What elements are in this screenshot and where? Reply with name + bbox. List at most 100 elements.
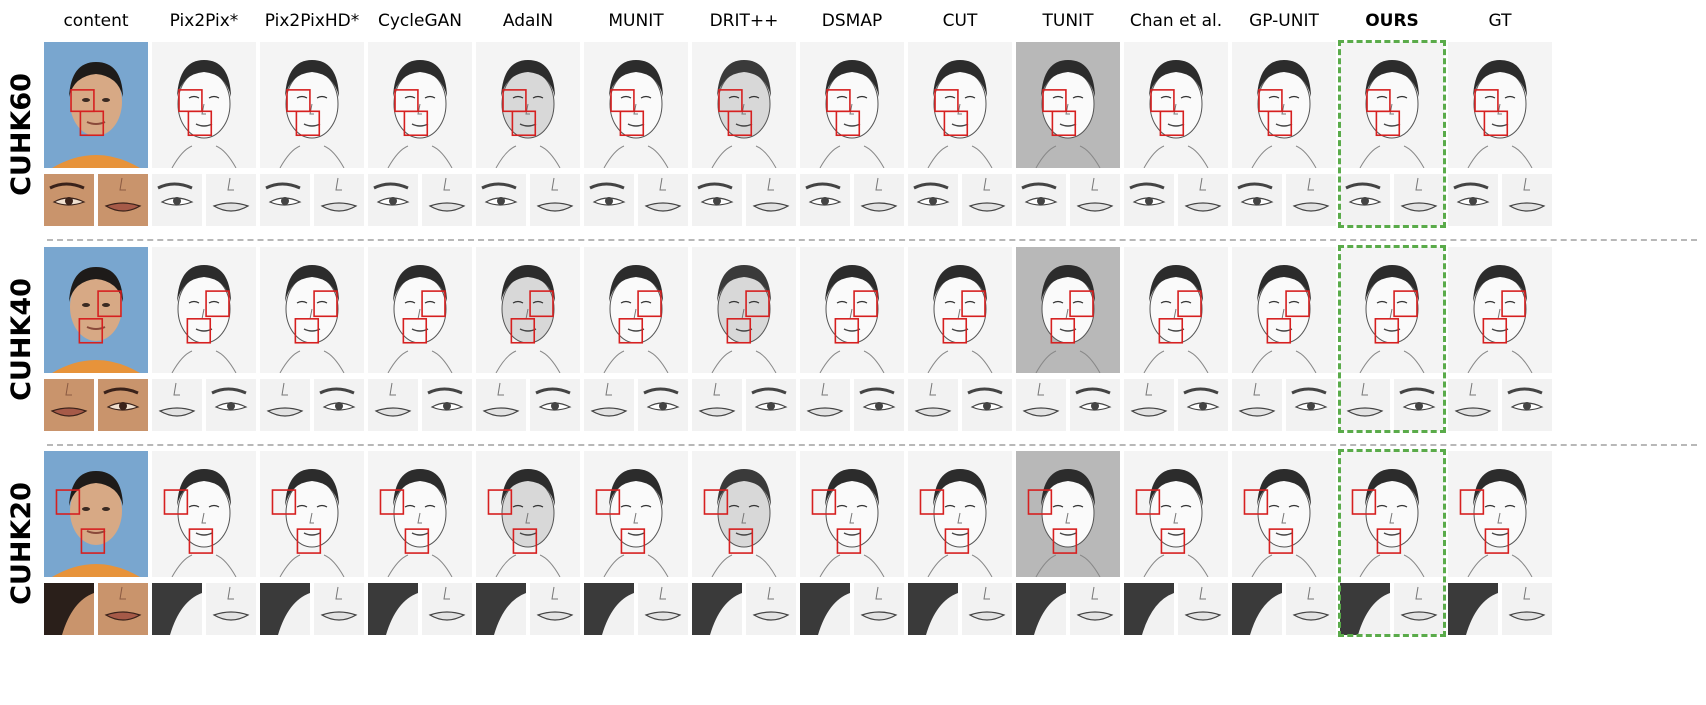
- highlight-box: [1052, 528, 1078, 554]
- highlight-box: [79, 110, 105, 137]
- mouth-zoom: [692, 379, 742, 431]
- zoom-crop-mouth: [1286, 583, 1336, 635]
- eye-zoom: [152, 174, 202, 226]
- column-header-ours: OURS: [1365, 11, 1419, 31]
- zoom-crop-mouth: [422, 583, 472, 635]
- zoom-crop-eye: [44, 174, 94, 226]
- eye-zoom: [1286, 379, 1336, 431]
- eye-zoom: [1394, 379, 1444, 431]
- zoom-crop-mouth: [314, 583, 364, 635]
- highlight-box: [1501, 290, 1526, 318]
- zoom-crop-mouth: [638, 583, 688, 635]
- sketch-image: [152, 247, 256, 373]
- highlight-box: [703, 489, 729, 515]
- zoom-crop-eye: [98, 379, 148, 431]
- highlight-box: [1069, 290, 1094, 318]
- mouth-zoom: [638, 174, 688, 226]
- hair-zoom: [800, 583, 850, 635]
- highlight-box: [1268, 528, 1294, 554]
- highlight-box: [1051, 110, 1077, 137]
- mouth-zoom: [1502, 174, 1552, 226]
- zoom-crop-eye: [1502, 379, 1552, 431]
- mouth-zoom: [1286, 174, 1336, 226]
- mouth-zoom: [800, 379, 850, 431]
- result-ours: [1340, 42, 1444, 168]
- zoom-crop-hair: [800, 583, 850, 635]
- zoom-crop-mouth: [476, 379, 526, 431]
- zoom-crop-eye: [530, 379, 580, 431]
- zoom-crop-mouth: [530, 583, 580, 635]
- sketch-image: [152, 451, 256, 577]
- sketch-image: [692, 451, 796, 577]
- result-pix2pix: [152, 42, 256, 168]
- result-gp-unit: [1232, 247, 1336, 373]
- mouth-zoom: [260, 379, 310, 431]
- zoom-crop-mouth: [1394, 583, 1444, 635]
- highlight-box: [271, 489, 297, 515]
- zoom-crop-eye: [1124, 174, 1174, 226]
- content-photo: [44, 42, 148, 168]
- zoom-crop-eye: [368, 174, 418, 226]
- result-pix2pix: [152, 451, 256, 577]
- highlight-box: [313, 290, 338, 318]
- hair-zoom: [1232, 583, 1282, 635]
- column-header-gt: GT: [1488, 11, 1512, 31]
- highlight-box: [186, 318, 212, 344]
- result-gt: [1448, 42, 1552, 168]
- hair-zoom: [1016, 583, 1066, 635]
- highlight-box: [1158, 318, 1184, 344]
- highlight-box: [205, 290, 230, 318]
- highlight-box: [726, 318, 752, 344]
- sketch-image: [1340, 42, 1444, 168]
- sketch-image: [1448, 451, 1552, 577]
- highlight-box: [745, 290, 770, 318]
- eye-zoom: [1016, 174, 1066, 226]
- eye-zoom: [422, 379, 472, 431]
- portrait-photo: [44, 42, 148, 168]
- column-header-cyclegan: CycleGAN: [378, 11, 462, 31]
- zoom-crop-hair: [692, 583, 742, 635]
- zoom-crop-mouth: [692, 379, 742, 431]
- zoom-crop-mouth: [1340, 379, 1390, 431]
- eye-zoom: [98, 379, 148, 431]
- zoom-crop-mouth: [1502, 174, 1552, 226]
- sketch-image: [908, 451, 1012, 577]
- mouth-zoom: [746, 174, 796, 226]
- hair-zoom: [476, 583, 526, 635]
- highlight-box: [1160, 528, 1186, 554]
- highlight-box: [1376, 528, 1402, 554]
- mouth-zoom: [206, 174, 256, 226]
- result-drit: [692, 451, 796, 577]
- eye-zoom: [1502, 379, 1552, 431]
- sketch-image: [368, 42, 472, 168]
- result-cyclegan: [368, 451, 472, 577]
- mouth-zoom: [1394, 583, 1444, 635]
- highlight-box: [1159, 110, 1185, 137]
- sketch-image: [368, 451, 472, 577]
- row-separator: [47, 239, 1697, 241]
- result-pix2pixhd: [260, 451, 364, 577]
- zoom-crop-mouth: [530, 174, 580, 226]
- eye-zoom: [908, 174, 958, 226]
- zoom-crop-mouth: [260, 379, 310, 431]
- result-adain: [476, 42, 580, 168]
- result-drit: [692, 247, 796, 373]
- result-cut: [908, 451, 1012, 577]
- highlight-box: [379, 489, 405, 515]
- result-tunit: [1016, 451, 1120, 577]
- sketch-image: [584, 247, 688, 373]
- highlight-box: [403, 110, 429, 137]
- mouth-zoom: [962, 583, 1012, 635]
- highlight-box: [619, 110, 645, 137]
- mouth-zoom: [98, 583, 148, 635]
- result-dsmap: [800, 247, 904, 373]
- mouth-zoom: [422, 583, 472, 635]
- sketch-image: [260, 42, 364, 168]
- highlight-box: [97, 290, 122, 318]
- eye-zoom: [314, 379, 364, 431]
- zoom-crop-mouth: [584, 379, 634, 431]
- portrait-photo: [44, 247, 148, 373]
- highlight-box: [618, 318, 644, 344]
- eye-zoom: [1124, 174, 1174, 226]
